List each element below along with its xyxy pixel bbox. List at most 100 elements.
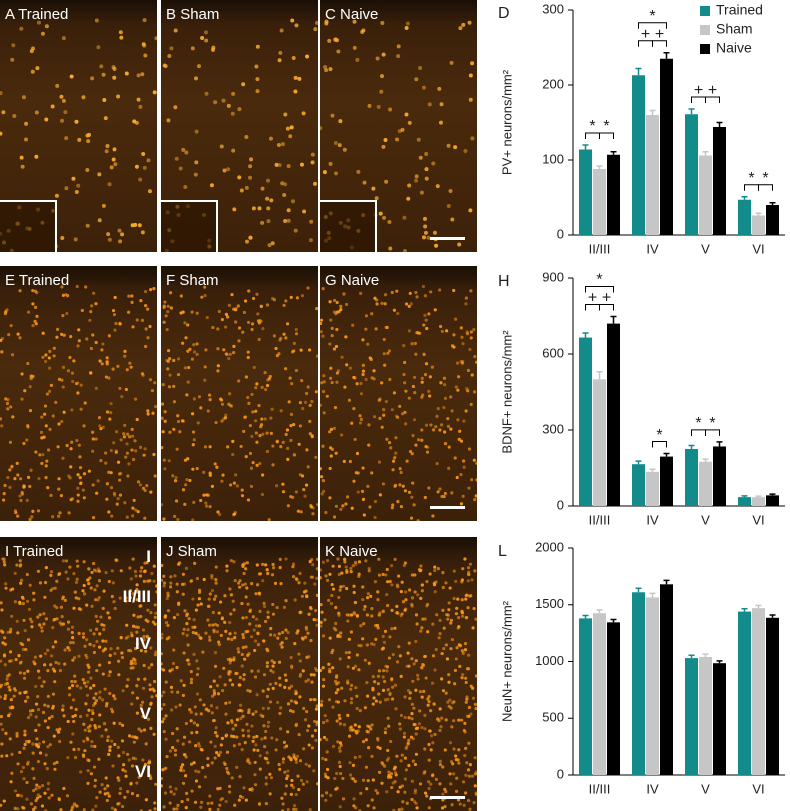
error-bar	[664, 454, 670, 457]
error-bar	[703, 654, 709, 657]
bar	[713, 127, 726, 235]
significance-mark: *	[762, 170, 768, 187]
error-bar	[636, 69, 642, 76]
error-bar	[717, 123, 723, 128]
error-bar	[664, 53, 670, 59]
x-tick-label: IV	[646, 781, 659, 796]
y-tick-label: 2000	[535, 539, 564, 554]
y-tick-label: 600	[542, 345, 564, 360]
y-tick-label: 0	[557, 766, 564, 781]
bar	[660, 59, 673, 235]
significance-mark: *	[709, 415, 715, 432]
error-bar	[583, 333, 589, 338]
bar	[579, 618, 592, 775]
x-tick-label: IV	[646, 241, 659, 256]
y-tick-label: 0	[557, 226, 564, 241]
error-bar	[583, 145, 589, 150]
error-bar	[597, 372, 603, 380]
bar	[593, 379, 606, 506]
significance-mark: +	[655, 26, 664, 43]
significance-mark: *	[695, 415, 701, 432]
legend-label: Naive	[716, 40, 752, 56]
bar	[660, 584, 673, 775]
x-tick-label: V	[701, 781, 710, 796]
error-bar	[770, 494, 776, 495]
significance-mark: *	[596, 272, 602, 289]
bar	[738, 200, 751, 235]
bar	[685, 114, 698, 235]
bar	[685, 658, 698, 775]
bar	[660, 457, 673, 506]
x-tick-label: V	[701, 512, 710, 527]
bar	[766, 618, 779, 775]
bar	[593, 169, 606, 235]
bar	[685, 449, 698, 506]
bar	[579, 150, 592, 236]
significance-mark: *	[656, 427, 662, 444]
significance-mark: +	[641, 26, 650, 43]
significance-mark: *	[589, 118, 595, 135]
x-tick-label: VI	[752, 512, 764, 527]
y-tick-label: 100	[542, 151, 564, 166]
bar	[579, 338, 592, 506]
error-bar	[703, 152, 709, 156]
y-tick-label: 1500	[535, 596, 564, 611]
error-bar	[689, 655, 695, 658]
error-bar	[689, 109, 695, 114]
error-bar	[650, 593, 656, 597]
legend-swatch	[700, 25, 710, 35]
error-bar	[636, 461, 642, 464]
bar	[713, 663, 726, 775]
bar	[713, 446, 726, 506]
error-bar	[636, 588, 642, 592]
y-axis-label: BDNF+ neurons/mm²	[499, 330, 514, 454]
legend-swatch	[700, 6, 710, 16]
error-bar	[650, 111, 656, 116]
legend-swatch	[700, 44, 710, 54]
panel-letter: H	[498, 273, 510, 290]
y-tick-label: 0	[557, 497, 564, 512]
bar	[766, 205, 779, 235]
bar	[699, 657, 712, 775]
legend-label: Sham	[716, 21, 753, 37]
bar	[607, 155, 620, 235]
y-tick-label: 200	[542, 76, 564, 91]
bar	[646, 115, 659, 235]
error-bar	[756, 213, 762, 215]
significance-mark: *	[748, 170, 754, 187]
error-bar	[756, 605, 762, 608]
bar	[738, 497, 751, 506]
bar	[593, 613, 606, 775]
significance-mark: +	[588, 290, 597, 307]
y-tick-label: 300	[542, 421, 564, 436]
error-bar	[689, 445, 695, 449]
x-tick-label: II/III	[589, 512, 611, 527]
bar	[632, 592, 645, 775]
significance-mark: *	[649, 8, 655, 25]
error-bar	[717, 661, 723, 663]
bar	[752, 497, 765, 506]
x-tick-label: II/III	[589, 241, 611, 256]
error-bar	[770, 203, 776, 205]
error-bar	[611, 152, 617, 155]
error-bar	[597, 166, 603, 169]
legend-label: Trained	[716, 2, 763, 18]
error-bar	[756, 496, 762, 497]
y-axis-label: PV+ neurons/mm²	[499, 69, 514, 175]
error-bar	[703, 459, 709, 462]
significance-mark: *	[603, 118, 609, 135]
x-tick-label: VI	[752, 241, 764, 256]
significance-mark: +	[708, 82, 717, 99]
bar	[632, 75, 645, 235]
error-bar	[770, 615, 776, 618]
error-bar	[717, 442, 723, 447]
error-bar	[611, 620, 617, 623]
x-tick-label: II/III	[589, 781, 611, 796]
bar	[607, 324, 620, 506]
x-tick-label: VI	[752, 781, 764, 796]
error-bar	[650, 469, 656, 472]
error-bar	[742, 197, 748, 200]
bar	[632, 464, 645, 506]
